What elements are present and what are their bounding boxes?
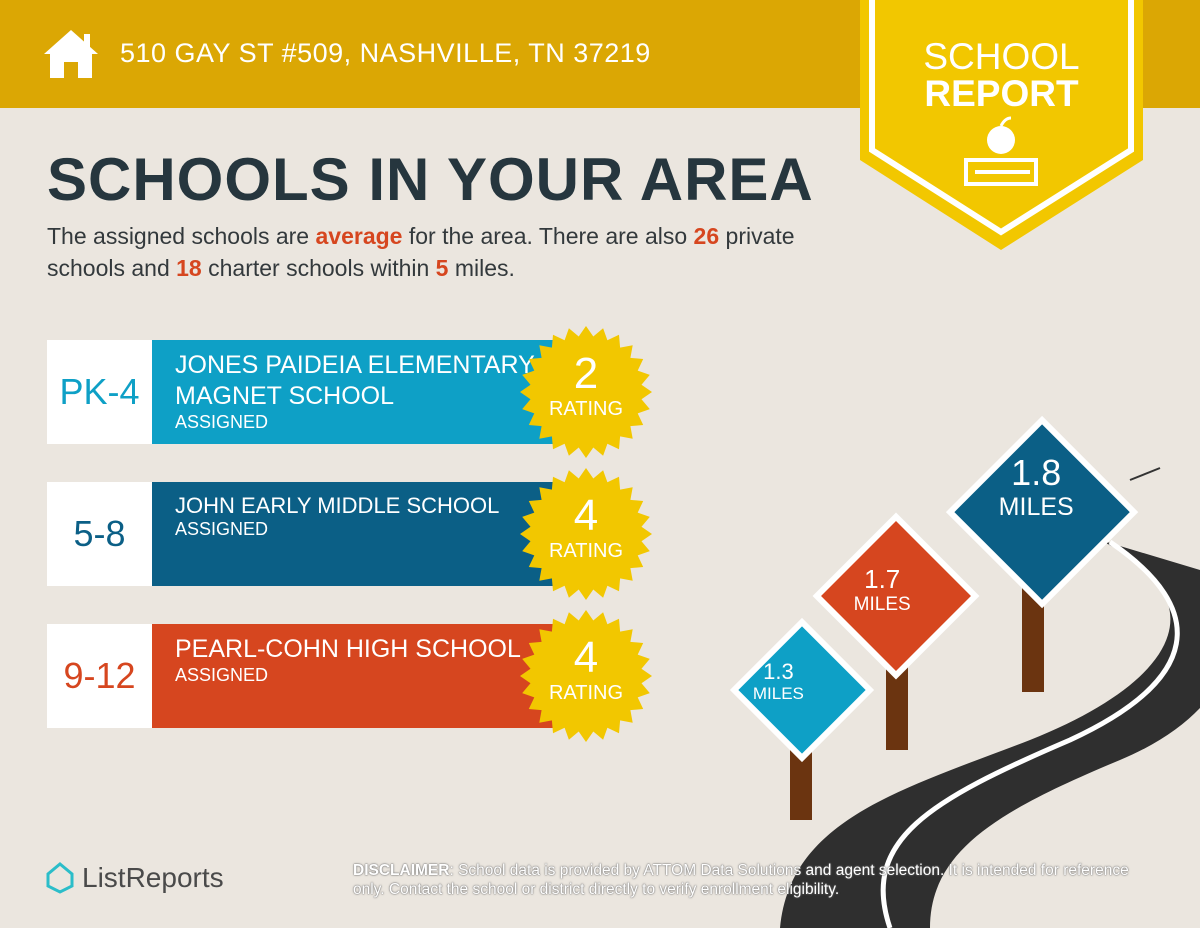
listreports-logo: ListReports [46, 862, 224, 894]
rating-starburst [520, 326, 652, 458]
listreports-icon [46, 862, 74, 894]
school-name: Pearl-Cohn High School [175, 635, 521, 663]
school-info: Jones Paideia Elementary Magnet School AS… [152, 340, 555, 444]
page-title: SCHOOLS IN YOUR AREA [47, 146, 814, 213]
school-status: ASSIGNED [175, 412, 269, 432]
school-row: PK-4 Jones Paideia Elementary Magnet Sch… [47, 326, 652, 458]
grade-range: 5-8 [47, 482, 152, 586]
badge-title: SCHOOL REPORT [923, 36, 1080, 114]
rating: 2 RATING [548, 349, 624, 421]
school-name: John Early Middle School [175, 493, 500, 518]
home-icon [44, 30, 98, 78]
distance-sign: 1.8 MILES [998, 452, 1074, 521]
grade-range: PK-4 [47, 340, 152, 444]
road-illustration [729, 415, 1200, 928]
rating-starburst [520, 610, 652, 742]
school-info: Pearl-Cohn High School ASSIGNED [152, 624, 555, 728]
rating: 4 RATING [548, 491, 624, 563]
disclaimer: DISCLAIMER: School data is provided by A… [353, 862, 1129, 898]
summary-text: The assigned schools are average for the… [47, 223, 795, 281]
distance-sign: 1.7 MILES [853, 564, 911, 615]
rating: 4 RATING [548, 633, 624, 705]
rating-starburst [520, 468, 652, 600]
school-row: 5-8 John Early Middle School ASSIGNED 4 RA… [47, 468, 652, 600]
school-status: ASSIGNED [175, 665, 269, 685]
school-status: ASSIGNED [175, 519, 269, 539]
distance-sign: 1.3 MILES [752, 659, 804, 704]
school-row: 9-12 Pearl-Cohn High School ASSIGNED 4 RAT… [47, 610, 652, 742]
school-info: John Early Middle School ASSIGNED [152, 482, 555, 586]
apple-book-icon [964, 116, 1038, 186]
grade-range: 9-12 [47, 624, 152, 728]
property-address: 510 GAY ST #509, NASHVILLE, TN 37219 [120, 38, 651, 68]
school-report-badge [860, 0, 1143, 250]
school-name: Jones Paideia Elementary Magnet School [175, 351, 535, 410]
